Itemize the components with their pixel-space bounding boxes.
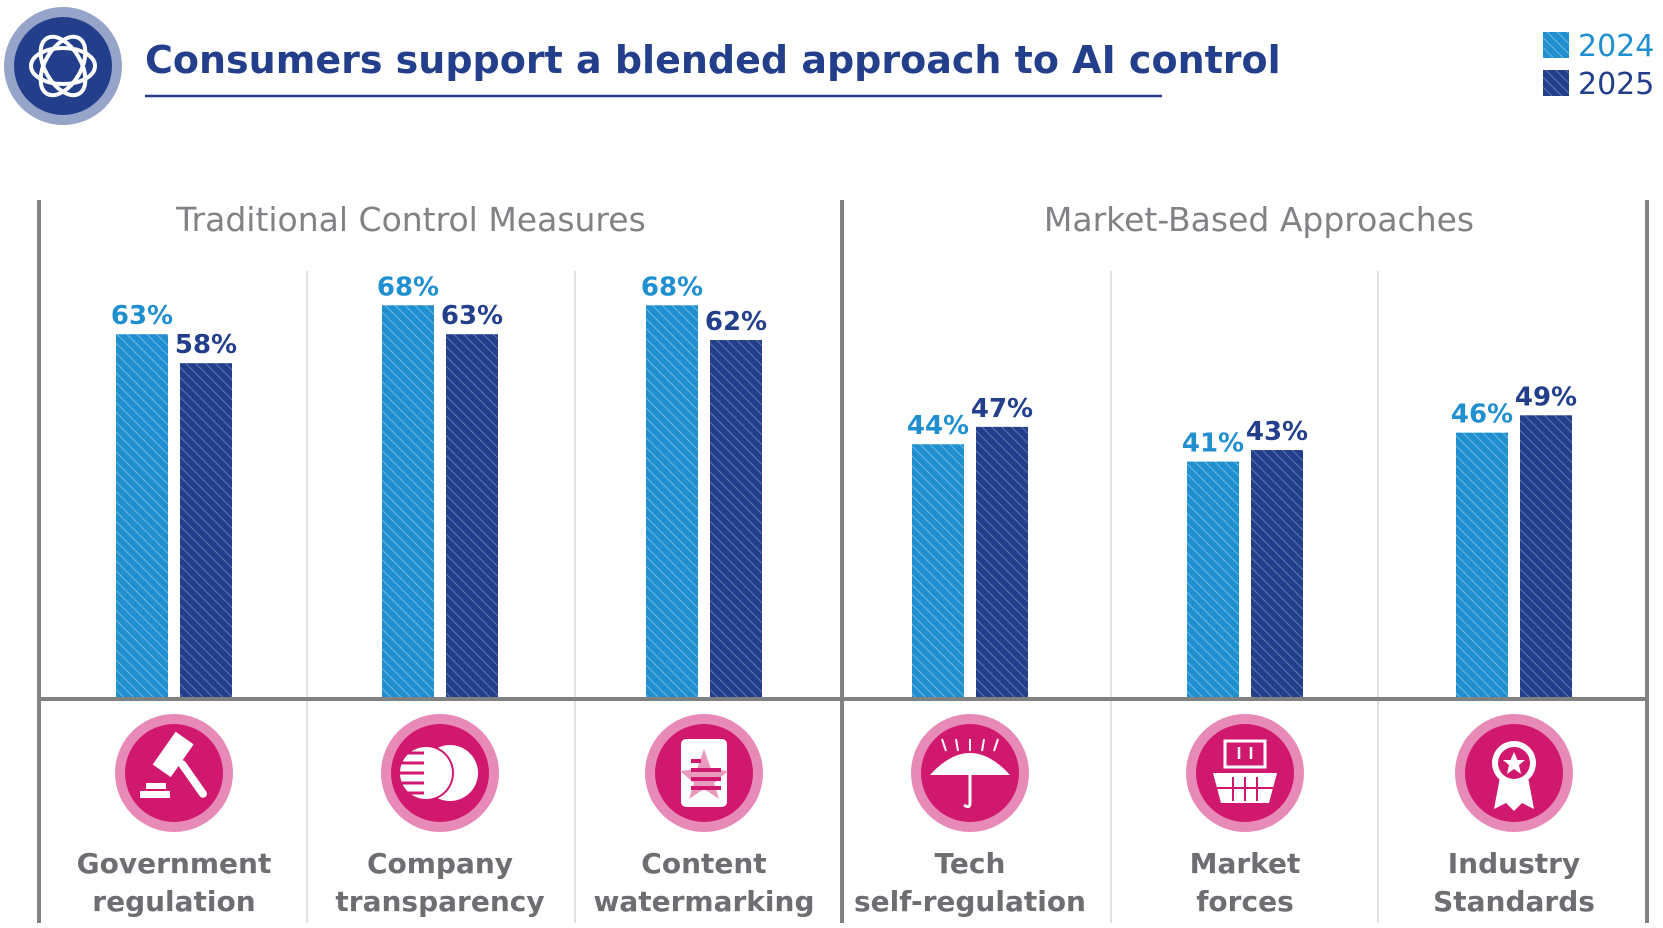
bar-2025-3 — [976, 426, 1028, 699]
value-label-2024-1: 68% — [377, 272, 439, 302]
value-label-2024-0: 63% — [111, 301, 173, 331]
bars: 63%68% 68%44%41%46%58%63% 62%47%43%49% — [111, 272, 1577, 699]
bar-2025-2 — [710, 340, 762, 699]
category-label-0-line1: Government — [77, 847, 272, 880]
logo — [4, 7, 122, 125]
bar-2024-0 — [116, 334, 168, 699]
legend: 2024 2025 — [1543, 29, 1654, 102]
legend-swatch-2024 — [1543, 32, 1569, 58]
section-title-traditional: Traditional Control Measures — [175, 200, 646, 239]
category-label-2-line1: Content — [641, 847, 766, 880]
category-label-3-line2: self-regulation — [854, 885, 1086, 918]
legend-swatch-2025 — [1543, 70, 1569, 96]
value-label-2025-2: 62% — [705, 307, 767, 337]
market-basket-icon — [1186, 714, 1304, 832]
value-label-2025-1: 63% — [441, 301, 503, 331]
bar-2024-5 — [1456, 432, 1508, 699]
bar-2025-5 — [1520, 415, 1572, 699]
value-label-2025-4: 43% — [1246, 417, 1308, 447]
value-label-2024-3: 44% — [907, 411, 969, 441]
category-label-2-line2: watermarking — [593, 885, 814, 918]
category-label-1-line1: Company — [367, 847, 513, 880]
bar-2025-1 — [446, 334, 498, 699]
coins-transparency-icon — [381, 714, 499, 832]
award-ribbon-icon — [1455, 714, 1573, 832]
bar-2024-2 — [646, 305, 698, 699]
category-label-5-line1: Industry — [1448, 847, 1580, 880]
bar-2025-0 — [180, 363, 232, 699]
chart-title: Consumers support a blended approach to … — [145, 38, 1281, 82]
section-title-market: Market-Based Approaches — [1044, 200, 1474, 239]
category-label-5-line2: Standards — [1433, 885, 1595, 918]
legend-label-2025: 2025 — [1578, 67, 1654, 102]
watermark-document-icon — [645, 714, 763, 832]
category-labels: Government regulation Company transparency C… — [77, 847, 1595, 918]
category-label-4-line2: forces — [1196, 885, 1293, 918]
value-label-2025-5: 49% — [1515, 382, 1577, 412]
category-label-1-line2: transparency — [335, 885, 544, 918]
value-label-2025-3: 47% — [971, 394, 1033, 424]
value-label-2024-4: 41% — [1182, 429, 1244, 459]
value-label-2025-0: 58% — [175, 330, 237, 360]
category-label-3-line1: Tech — [935, 847, 1006, 880]
legend-label-2024: 2024 — [1578, 29, 1654, 64]
bar-2024-3 — [912, 444, 964, 699]
category-label-0-line2: regulation — [92, 885, 255, 918]
bar-2025-4 — [1251, 450, 1303, 699]
bar-2024-1 — [382, 305, 434, 699]
tech-umbrella-icon — [911, 714, 1029, 832]
axes — [37, 200, 1649, 923]
value-label-2024-5: 46% — [1451, 400, 1513, 430]
category-label-4-line1: Market — [1190, 847, 1301, 880]
category-dividers — [306, 271, 1379, 923]
value-label-2024-2: 68% — [641, 272, 703, 302]
bar-2024-4 — [1187, 461, 1239, 699]
gavel-icon — [115, 714, 233, 832]
category-icons — [115, 714, 1573, 832]
